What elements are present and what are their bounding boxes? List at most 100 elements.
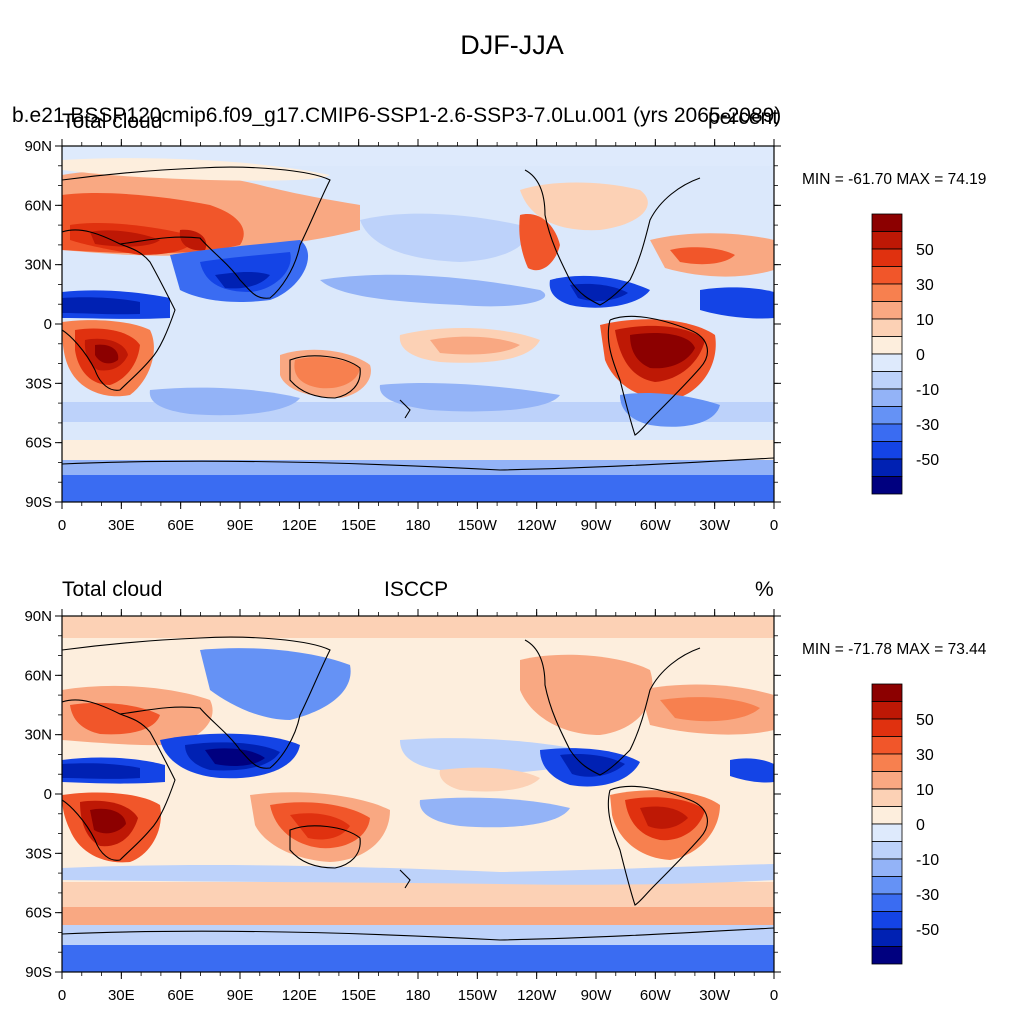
lat-tick-label: 0 xyxy=(44,786,52,803)
colorbar-tick-label: -10 xyxy=(916,382,939,399)
lon-tick-label: 0 xyxy=(58,517,66,534)
panel2-min-max: MIN = -71.78 MAX = 73.44 xyxy=(802,641,987,658)
colorbar-swatch xyxy=(871,858,903,877)
colorbar-swatch xyxy=(871,371,903,390)
lon-tick-label: 120E xyxy=(282,987,317,1004)
lat-tick-label: 30N xyxy=(24,727,52,744)
lat-tick-label: 30S xyxy=(25,375,52,392)
colorbar-swatch xyxy=(871,823,903,842)
panel2-variable-title: Total cloud xyxy=(62,578,163,601)
lon-tick-label: 30E xyxy=(108,517,135,534)
colorbar-swatch xyxy=(871,301,903,320)
colorbar-swatch xyxy=(871,458,903,477)
colorbar-swatch xyxy=(871,928,903,947)
lon-tick-label: 150E xyxy=(341,987,376,1004)
lon-tick-label: 60E xyxy=(167,517,194,534)
panel1-units-title: percent xyxy=(708,106,779,129)
colorbar-tick-label: 30 xyxy=(916,747,934,764)
colorbar-tick-label: 0 xyxy=(916,347,925,364)
colorbar-tick-label: 50 xyxy=(916,712,934,729)
colorbar-swatch xyxy=(871,718,903,737)
lon-tick-label: 150W xyxy=(458,517,498,534)
colorbar-swatch xyxy=(871,353,903,372)
lat-tick-label: 60S xyxy=(25,435,52,452)
lon-tick-label: 90E xyxy=(227,517,254,534)
lon-tick-label: 90W xyxy=(581,987,613,1004)
lon-tick-label: 150E xyxy=(341,517,376,534)
colorbar-tick-label: -50 xyxy=(916,452,939,469)
colorbar-swatch xyxy=(871,893,903,912)
lat-tick-label: 30N xyxy=(24,257,52,274)
colorbar-tick-label: -30 xyxy=(916,887,939,904)
panel1-variable-title: Total cloud xyxy=(62,110,163,133)
lon-tick-label: 30E xyxy=(108,987,135,1004)
colorbar-swatch xyxy=(871,841,903,860)
colorbar-swatch xyxy=(871,701,903,720)
colorbar-tick-label: 30 xyxy=(916,277,934,294)
lon-tick-label: 60W xyxy=(640,987,672,1004)
colorbar-swatch xyxy=(871,231,903,250)
colorbar-swatch xyxy=(871,788,903,807)
colorbar-tick-label: -50 xyxy=(916,922,939,939)
lon-tick-label: 180 xyxy=(405,987,430,1004)
colorbar-swatch xyxy=(871,476,903,495)
panel1-coastlines xyxy=(62,166,774,471)
colorbar-swatch xyxy=(871,388,903,407)
lat-tick-label: 30S xyxy=(25,845,52,862)
colorbar-swatch xyxy=(871,406,903,425)
colorbar-swatch xyxy=(871,683,903,702)
colorbar-tick-label: 10 xyxy=(916,312,934,329)
colorbar-tick-label: 0 xyxy=(916,817,925,834)
panel1-ticks: 90N 60N 30N 0 30S 60S 90S 0 30E 60E 90E 120E 150E 180… xyxy=(24,138,781,534)
colorbar-swatch xyxy=(871,318,903,337)
colorbar-tick-label: 10 xyxy=(916,782,934,799)
lat-tick-label: 90S xyxy=(25,964,52,981)
lon-tick-label: 0 xyxy=(770,987,778,1004)
figure-title: DJF-JJA xyxy=(460,30,564,60)
panel2-map: 90N 60N 30N 0 30S 60S 90S 0 30E 60E 90E 120E 150E 180… xyxy=(24,608,781,1004)
lon-tick-label: 120W xyxy=(517,987,557,1004)
colorbar-swatch xyxy=(871,248,903,267)
lat-tick-label: 0 xyxy=(44,316,52,333)
colorbar-swatch xyxy=(871,336,903,355)
panel2-coastlines xyxy=(62,636,774,941)
lon-tick-label: 60E xyxy=(167,987,194,1004)
lat-tick-label: 90S xyxy=(25,494,52,511)
lat-tick-label: 90N xyxy=(24,608,52,625)
lon-tick-label: 180 xyxy=(405,517,430,534)
lon-tick-label: 0 xyxy=(58,987,66,1004)
lon-tick-label: 30W xyxy=(699,517,731,534)
lon-tick-label: 120E xyxy=(282,517,317,534)
colorbar-swatch xyxy=(871,911,903,930)
colorbar-swatch xyxy=(871,753,903,772)
lon-tick-label: 0 xyxy=(770,517,778,534)
panel2-colorbar: 50 30 10 0 -10 -30 -50 xyxy=(871,683,939,965)
colorbar-swatch xyxy=(871,876,903,895)
colorbar-swatch xyxy=(871,946,903,965)
panel1-min-max: MIN = -61.70 MAX = 74.19 xyxy=(802,171,987,188)
lon-tick-label: 120W xyxy=(517,517,557,534)
panel1-contour-field xyxy=(62,146,774,502)
colorbar-tick-label: -30 xyxy=(916,417,939,434)
lon-tick-label: 60W xyxy=(640,517,672,534)
colorbar-swatch xyxy=(871,266,903,285)
lon-tick-label: 90W xyxy=(581,517,613,534)
lon-tick-label: 150W xyxy=(458,987,498,1004)
colorbar-tick-label: 50 xyxy=(916,242,934,259)
colorbar-swatch xyxy=(871,736,903,755)
lon-tick-label: 90E xyxy=(227,987,254,1004)
panel2-dataset-title: ISCCP xyxy=(384,578,449,601)
lat-tick-label: 60S xyxy=(25,905,52,922)
lat-tick-label: 60N xyxy=(24,667,52,684)
lon-tick-label: 30W xyxy=(699,987,731,1004)
lat-tick-label: 60N xyxy=(24,197,52,214)
colorbar-tick-label: -10 xyxy=(916,852,939,869)
lat-tick-label: 90N xyxy=(24,138,52,155)
colorbar-swatch xyxy=(871,423,903,442)
colorbar-swatch xyxy=(871,213,903,232)
panel1-colorbar: 50 30 10 0 -10 -30 -50 xyxy=(871,213,939,495)
colorbar-swatch xyxy=(871,283,903,302)
panel1-case-title: b.e21.BSSP120cmip6.f09_g17.CMIP6-SSP1-2.… xyxy=(12,104,782,127)
colorbar-swatch xyxy=(871,441,903,460)
